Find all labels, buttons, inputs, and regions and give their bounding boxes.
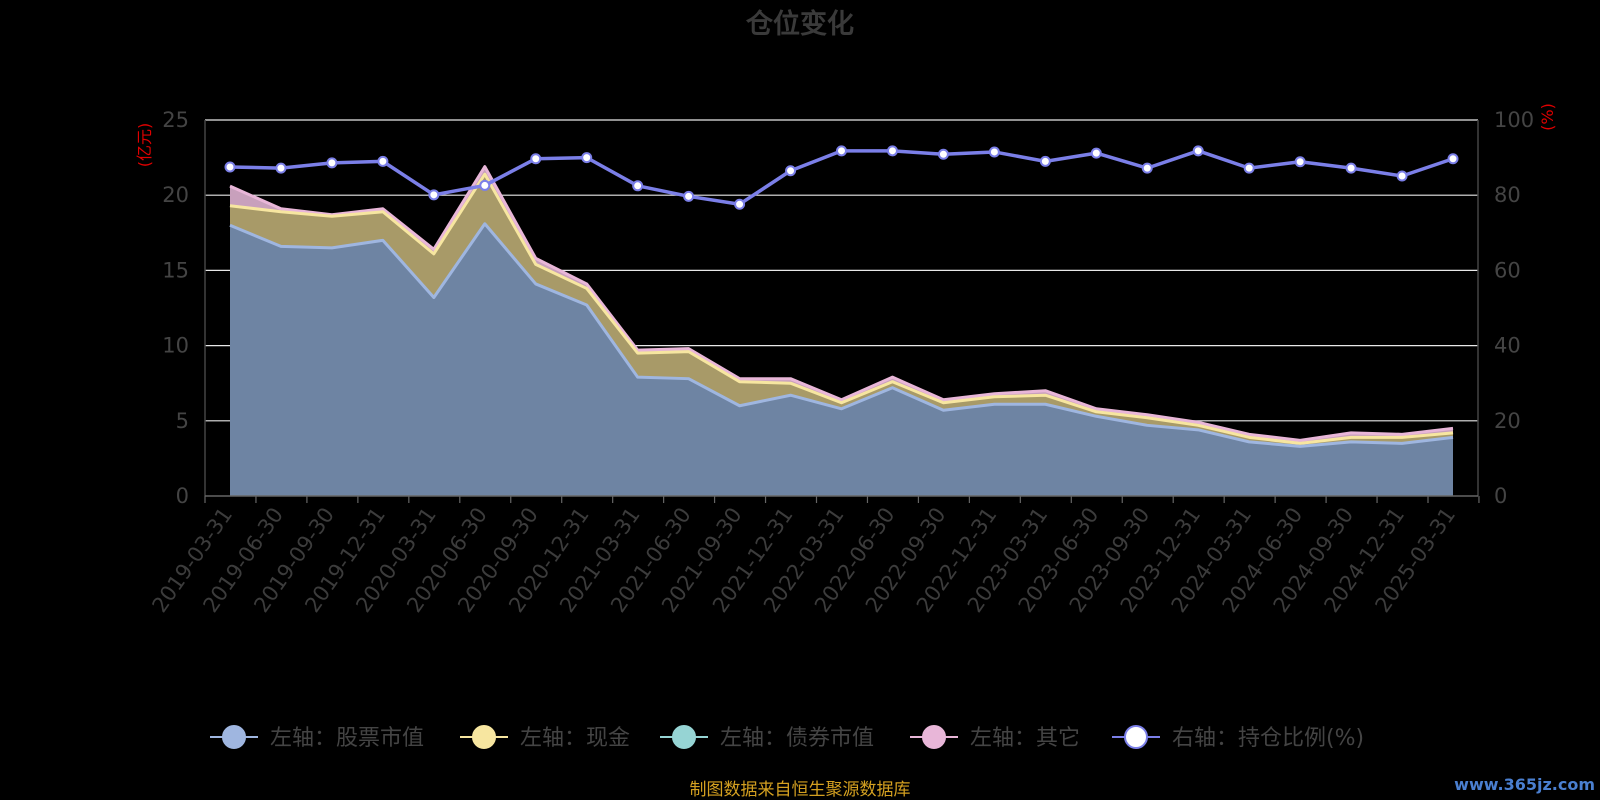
ratio-point xyxy=(581,152,593,164)
ratio-point xyxy=(1039,155,1051,167)
legend[interactable]: 左轴：股票市值 左轴：现金 左轴：债券市值 左轴：其它 右轴：持仓比例(%) xyxy=(210,725,1364,751)
ratio-point xyxy=(1090,147,1102,159)
legend-label: 左轴：股票市值 xyxy=(270,726,424,751)
legend-item[interactable]: 右轴：持仓比例(%) xyxy=(1112,725,1364,751)
legend-marker xyxy=(922,725,946,749)
watermark: www.365jz.com xyxy=(1454,775,1595,794)
data-source-note: 制图数据来自恒生聚源数据库 xyxy=(690,780,911,800)
ratio-point xyxy=(377,155,389,167)
ratio-point xyxy=(886,145,898,157)
ratio-point xyxy=(275,162,287,174)
ratio-point xyxy=(1243,162,1255,174)
ratio-point xyxy=(1396,170,1408,182)
ratio-point xyxy=(632,180,644,192)
ratio-point xyxy=(1141,162,1153,174)
left-axis-tick-label: 5 xyxy=(176,409,189,433)
ratio-point xyxy=(1345,162,1357,174)
ratio-point xyxy=(530,153,542,165)
left-axis-tick-label: 10 xyxy=(162,334,189,358)
legend-label: 右轴：持仓比例(%) xyxy=(1172,726,1364,751)
stock-series-line xyxy=(229,222,1454,448)
legend-marker xyxy=(672,725,696,749)
ratio-point xyxy=(683,190,695,202)
cash-series-line xyxy=(229,172,1454,445)
right-axis-tick-label: 100 xyxy=(1494,108,1534,132)
legend-item[interactable]: 左轴：其它 xyxy=(910,725,1080,751)
ratio-point xyxy=(785,165,797,177)
legend-item[interactable]: 左轴：债券市值 xyxy=(660,725,874,751)
ratio-point xyxy=(1294,156,1306,168)
right-axis-tick-label: 80 xyxy=(1494,183,1521,207)
stock-area xyxy=(230,223,1453,496)
ratio-point xyxy=(1447,153,1459,165)
other-series-line xyxy=(229,165,1454,442)
ratio-point xyxy=(1192,145,1204,157)
ratio-point xyxy=(734,198,746,210)
right-axis-tick-label: 40 xyxy=(1494,334,1521,358)
right-axis-tick-label: 60 xyxy=(1494,258,1521,282)
right-axis-unit: (%) xyxy=(1538,103,1557,131)
ratio-point xyxy=(937,148,949,160)
legend-item[interactable]: 左轴：股票市值 xyxy=(210,725,424,751)
right-axis-tick-label: 20 xyxy=(1494,409,1521,433)
legend-label: 左轴：现金 xyxy=(520,726,630,751)
ratio-point xyxy=(428,189,440,201)
left-axis-tick-label: 20 xyxy=(162,183,189,207)
left-axis-tick-label: 0 xyxy=(176,484,189,508)
legend-marker xyxy=(472,725,496,749)
legend-marker xyxy=(1124,725,1148,749)
ratio-point xyxy=(988,146,1000,158)
series-lines xyxy=(224,145,1459,448)
ratio-series-line xyxy=(229,149,1454,206)
legend-marker xyxy=(222,725,246,749)
right-axis-tick-label: 0 xyxy=(1494,484,1507,508)
stacked-areas xyxy=(230,166,1453,496)
legend-label: 左轴：债券市值 xyxy=(720,726,874,751)
legend-label: 左轴：其它 xyxy=(970,726,1080,751)
chart-title: 仓位变化 xyxy=(745,8,854,40)
left-axis-tick-label: 25 xyxy=(162,108,189,132)
left-axis-tick-label: 15 xyxy=(162,258,189,282)
ratio-point xyxy=(479,179,491,191)
ratio-point xyxy=(836,145,847,157)
ratio-point xyxy=(224,161,236,173)
legend-item[interactable]: 左轴：现金 xyxy=(460,725,630,751)
ratio-point xyxy=(326,157,338,169)
left-axis-unit: (亿元) xyxy=(135,123,154,168)
